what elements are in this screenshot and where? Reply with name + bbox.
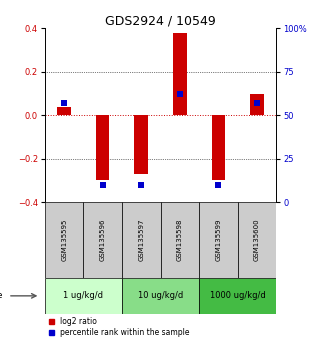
Text: 1 ug/kg/d: 1 ug/kg/d xyxy=(64,291,103,300)
Bar xyxy=(177,91,183,97)
Bar xyxy=(160,202,199,278)
Text: GSM135598: GSM135598 xyxy=(177,219,183,261)
Bar xyxy=(199,202,238,278)
Bar xyxy=(96,115,109,181)
Text: GSM135597: GSM135597 xyxy=(138,219,144,261)
Bar xyxy=(254,100,260,106)
Bar xyxy=(134,115,148,174)
Text: GSM135596: GSM135596 xyxy=(100,219,106,261)
Title: GDS2924 / 10549: GDS2924 / 10549 xyxy=(105,14,216,27)
Bar xyxy=(212,115,225,181)
Text: dose: dose xyxy=(0,291,3,300)
Text: GSM135595: GSM135595 xyxy=(61,219,67,261)
Bar xyxy=(83,202,122,278)
Text: 1000 ug/kg/d: 1000 ug/kg/d xyxy=(210,291,265,300)
Bar xyxy=(215,182,221,188)
Bar xyxy=(122,202,160,278)
Text: GSM135599: GSM135599 xyxy=(215,219,221,261)
Bar xyxy=(61,100,67,106)
Bar xyxy=(45,202,83,278)
Bar xyxy=(199,278,276,314)
Legend: log2 ratio, percentile rank within the sample: log2 ratio, percentile rank within the s… xyxy=(49,317,190,337)
Bar xyxy=(250,93,264,115)
Bar xyxy=(45,278,122,314)
Text: GSM135600: GSM135600 xyxy=(254,219,260,262)
Bar xyxy=(57,107,71,115)
Text: 10 ug/kg/d: 10 ug/kg/d xyxy=(138,291,183,300)
Bar xyxy=(122,278,199,314)
Bar xyxy=(138,182,144,188)
Bar xyxy=(100,182,106,188)
Bar xyxy=(173,33,187,115)
Bar xyxy=(238,202,276,278)
